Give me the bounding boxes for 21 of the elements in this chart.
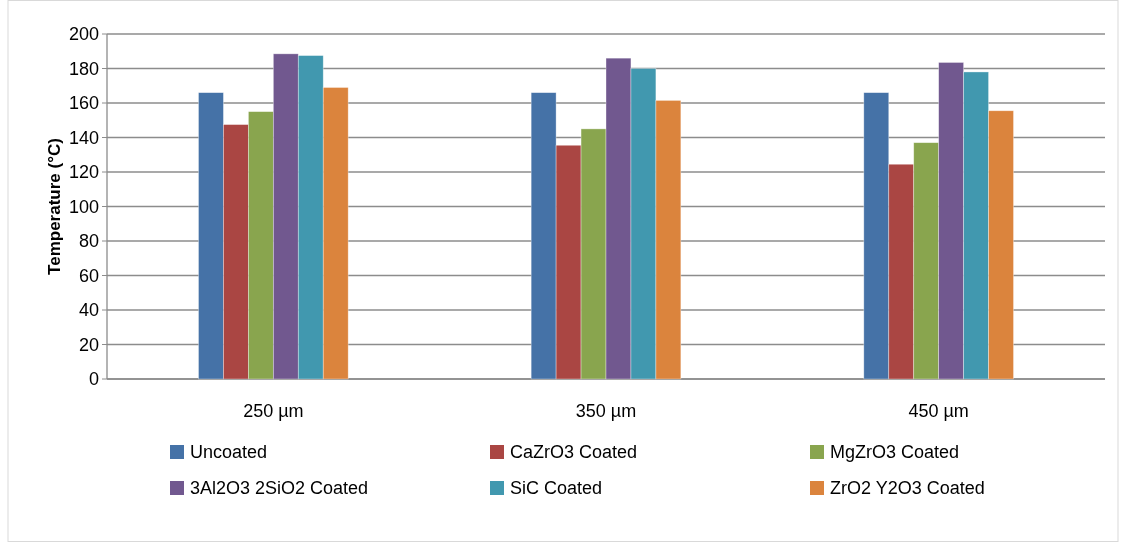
y-tick-label: 200 bbox=[68, 24, 99, 45]
y-tick-label: 120 bbox=[68, 162, 99, 183]
legend-label: SiC Coated bbox=[510, 478, 603, 499]
y-tick-label: 60 bbox=[78, 265, 99, 286]
legend-label: CaZrO3 Coated bbox=[510, 442, 638, 463]
y-tick-label: 80 bbox=[78, 231, 99, 252]
x-tick-label: 350 µm bbox=[575, 401, 637, 421]
y-tick-label: 0 bbox=[88, 369, 99, 390]
y-tick-label: 100 bbox=[68, 196, 99, 217]
y-tick-label: 40 bbox=[78, 300, 99, 321]
y-tick-label: 160 bbox=[68, 93, 99, 114]
x-tick-label: 450 µm bbox=[908, 401, 969, 421]
y-tick-label: 140 bbox=[68, 127, 99, 148]
y-axis-title: Temperature (°C) bbox=[45, 138, 64, 275]
legend-label: 3Al2O3 2SiO2 Coated bbox=[190, 478, 369, 499]
legend-label: Uncoated bbox=[190, 442, 268, 463]
x-tick-label: 250 µm bbox=[243, 401, 304, 421]
legend-label: ZrO2 Y2O3 Coated bbox=[830, 478, 985, 499]
y-tick-label: 180 bbox=[68, 58, 99, 79]
legend-label: MgZrO3 Coated bbox=[830, 442, 960, 463]
y-tick-label: 20 bbox=[78, 334, 99, 355]
